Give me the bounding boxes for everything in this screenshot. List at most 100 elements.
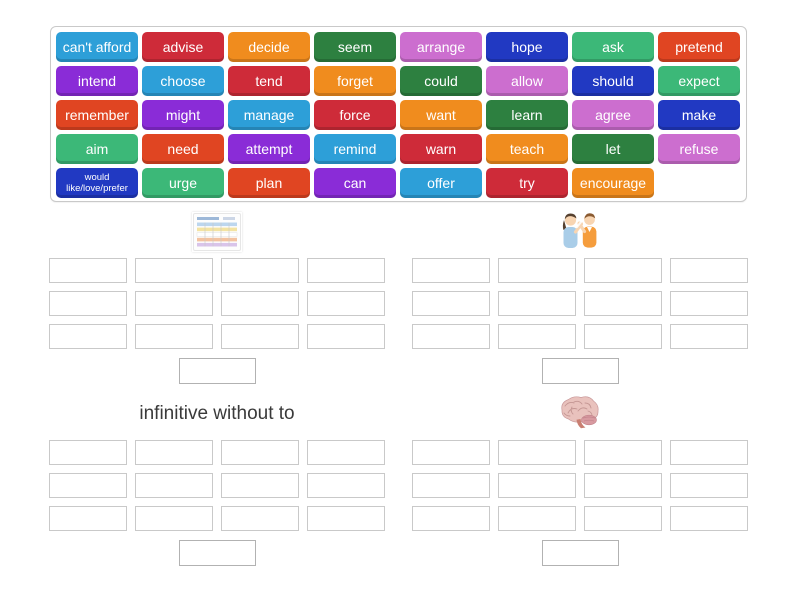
word-tile[interactable]: arrange xyxy=(400,32,482,62)
drop-slot[interactable] xyxy=(498,324,576,349)
word-tile[interactable]: encourage xyxy=(572,168,654,198)
word-tile[interactable]: intend xyxy=(56,66,138,96)
word-tile[interactable]: allow xyxy=(486,66,568,96)
word-tile[interactable]: manage xyxy=(228,100,310,130)
answer-slot[interactable] xyxy=(178,540,256,566)
word-tile[interactable]: remind xyxy=(314,134,396,164)
drop-slot[interactable] xyxy=(135,440,213,465)
drop-slot[interactable] xyxy=(670,506,748,531)
drop-slot[interactable] xyxy=(412,324,490,349)
drop-slot[interactable] xyxy=(670,473,748,498)
group-zone-1 xyxy=(48,210,386,384)
drop-slot[interactable] xyxy=(221,440,299,465)
drop-slot[interactable] xyxy=(135,258,213,283)
word-tile[interactable]: can xyxy=(314,168,396,198)
word-tile[interactable]: forget xyxy=(314,66,396,96)
tile-tray: can't afford advise decide seem arrange hope a… xyxy=(50,26,747,202)
word-tile[interactable]: refuse xyxy=(658,134,740,164)
drop-slot[interactable] xyxy=(412,291,490,316)
word-tile[interactable]: force xyxy=(314,100,396,130)
word-tile[interactable]: make xyxy=(658,100,740,130)
word-tile[interactable]: should xyxy=(572,66,654,96)
drop-slot[interactable] xyxy=(307,440,385,465)
drop-slot[interactable] xyxy=(498,440,576,465)
drop-slot[interactable] xyxy=(307,506,385,531)
drop-slot[interactable] xyxy=(498,506,576,531)
word-tile[interactable]: might xyxy=(142,100,224,130)
word-tile[interactable]: would like/love/prefer xyxy=(56,168,138,198)
word-tile[interactable]: plan xyxy=(228,168,310,198)
group-zone-3: infinitive without to xyxy=(48,392,386,566)
drop-slot[interactable] xyxy=(307,473,385,498)
group-zone-4 xyxy=(411,392,749,566)
word-tile[interactable]: teach xyxy=(486,134,568,164)
drop-slot[interactable] xyxy=(584,258,662,283)
drop-slot[interactable] xyxy=(584,324,662,349)
drop-slot[interactable] xyxy=(670,291,748,316)
drop-slot[interactable] xyxy=(49,506,127,531)
word-tile[interactable]: advise xyxy=(142,32,224,62)
word-tile[interactable]: attempt xyxy=(228,134,310,164)
word-tile[interactable]: hope xyxy=(486,32,568,62)
drop-slot[interactable] xyxy=(498,473,576,498)
answer-slot[interactable] xyxy=(541,540,619,566)
drop-slot[interactable] xyxy=(670,258,748,283)
word-tile[interactable]: offer xyxy=(400,168,482,198)
word-tile[interactable]: remember xyxy=(56,100,138,130)
timetable-table-icon xyxy=(192,212,242,252)
group-4-header xyxy=(411,392,749,436)
drop-slot[interactable] xyxy=(49,324,127,349)
drop-slot[interactable] xyxy=(498,291,576,316)
word-tile[interactable]: urge xyxy=(142,168,224,198)
drop-slot[interactable] xyxy=(221,506,299,531)
drop-slot[interactable] xyxy=(412,258,490,283)
drop-slot[interactable] xyxy=(135,506,213,531)
drop-slot[interactable] xyxy=(412,473,490,498)
drop-slot[interactable] xyxy=(49,473,127,498)
drop-slot[interactable] xyxy=(584,506,662,531)
group-1-slot-grid xyxy=(48,258,386,349)
drop-slot[interactable] xyxy=(307,258,385,283)
drop-slot[interactable] xyxy=(221,473,299,498)
group-zone-2 xyxy=(411,210,749,384)
word-tile[interactable]: choose xyxy=(142,66,224,96)
word-tile[interactable]: agree xyxy=(572,100,654,130)
word-tile[interactable]: decide xyxy=(228,32,310,62)
word-tile[interactable]: ask xyxy=(572,32,654,62)
word-tile[interactable]: seem xyxy=(314,32,396,62)
drop-slot[interactable] xyxy=(49,291,127,316)
answer-slot[interactable] xyxy=(541,358,619,384)
drop-slot[interactable] xyxy=(670,440,748,465)
drop-slot[interactable] xyxy=(135,473,213,498)
drop-slot[interactable] xyxy=(49,440,127,465)
drop-slot[interactable] xyxy=(49,258,127,283)
drop-slot[interactable] xyxy=(135,324,213,349)
word-tile[interactable]: can't afford xyxy=(56,32,138,62)
word-tile[interactable]: could xyxy=(400,66,482,96)
word-tile[interactable]: warn xyxy=(400,134,482,164)
drop-slot[interactable] xyxy=(307,291,385,316)
drop-slot[interactable] xyxy=(135,291,213,316)
word-tile[interactable]: want xyxy=(400,100,482,130)
word-tile[interactable]: need xyxy=(142,134,224,164)
drop-slot[interactable] xyxy=(584,473,662,498)
word-tile[interactable]: expect xyxy=(658,66,740,96)
drop-slot[interactable] xyxy=(412,440,490,465)
drop-slot[interactable] xyxy=(221,291,299,316)
answer-slot[interactable] xyxy=(178,358,256,384)
drop-slot[interactable] xyxy=(670,324,748,349)
drop-slot[interactable] xyxy=(221,324,299,349)
word-tile[interactable]: tend xyxy=(228,66,310,96)
word-tile[interactable]: pretend xyxy=(658,32,740,62)
drop-slot[interactable] xyxy=(221,258,299,283)
drop-slot[interactable] xyxy=(307,324,385,349)
word-tile[interactable]: learn xyxy=(486,100,568,130)
drop-slot[interactable] xyxy=(584,440,662,465)
word-tile[interactable]: let xyxy=(572,134,654,164)
drop-slot[interactable] xyxy=(584,291,662,316)
word-tile[interactable]: try xyxy=(486,168,568,198)
drop-slot[interactable] xyxy=(412,506,490,531)
group-3-slot-grid xyxy=(48,440,386,531)
word-tile[interactable]: aim xyxy=(56,134,138,164)
drop-slot[interactable] xyxy=(498,258,576,283)
